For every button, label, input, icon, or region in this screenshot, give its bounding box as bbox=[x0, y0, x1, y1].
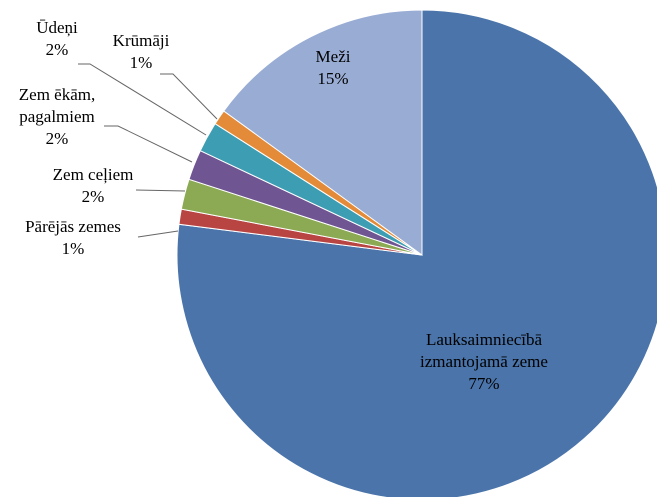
label-line: Lauksaimniecībā bbox=[426, 330, 543, 349]
leader-line bbox=[135, 189, 186, 192]
slice-label: Lauksaimniecībā izmantojamā zeme bbox=[420, 330, 548, 371]
label-line: Krūmāji bbox=[113, 31, 170, 50]
value-label: 77% bbox=[468, 374, 499, 393]
leader-line bbox=[104, 125, 193, 163]
slice-label: Krūmāji bbox=[113, 31, 170, 50]
leader-line bbox=[160, 73, 218, 120]
value-label: 1% bbox=[130, 53, 153, 72]
label-line: pagalmiem bbox=[19, 107, 95, 126]
slice-label: Zem ēkām, pagalmiem bbox=[19, 85, 95, 126]
slice-label: Zem ceļiem bbox=[53, 165, 134, 184]
value-label: 2% bbox=[46, 40, 69, 59]
label-line: Zem ēkām, bbox=[19, 85, 95, 104]
pie-slice bbox=[223, 9, 423, 256]
label-line: Ūdeņi bbox=[36, 18, 78, 37]
label-line: Pārējās zemes bbox=[25, 217, 121, 236]
slice-label: Pārējās zemes bbox=[25, 217, 121, 236]
label-line: izmantojamā zeme bbox=[420, 352, 548, 371]
slice-label: Ūdeņi bbox=[36, 18, 78, 37]
value-label: 2% bbox=[82, 187, 105, 206]
value-label: 2% bbox=[46, 129, 69, 148]
leader-line bbox=[137, 230, 179, 238]
value-label: 15% bbox=[317, 69, 348, 88]
slice-label: Meži bbox=[316, 47, 351, 66]
pie-slice bbox=[176, 9, 657, 497]
label-line: Zem ceļiem bbox=[53, 165, 134, 184]
value-label: 1% bbox=[62, 239, 85, 258]
label-line: Meži bbox=[316, 47, 351, 66]
leader-line bbox=[78, 63, 207, 136]
